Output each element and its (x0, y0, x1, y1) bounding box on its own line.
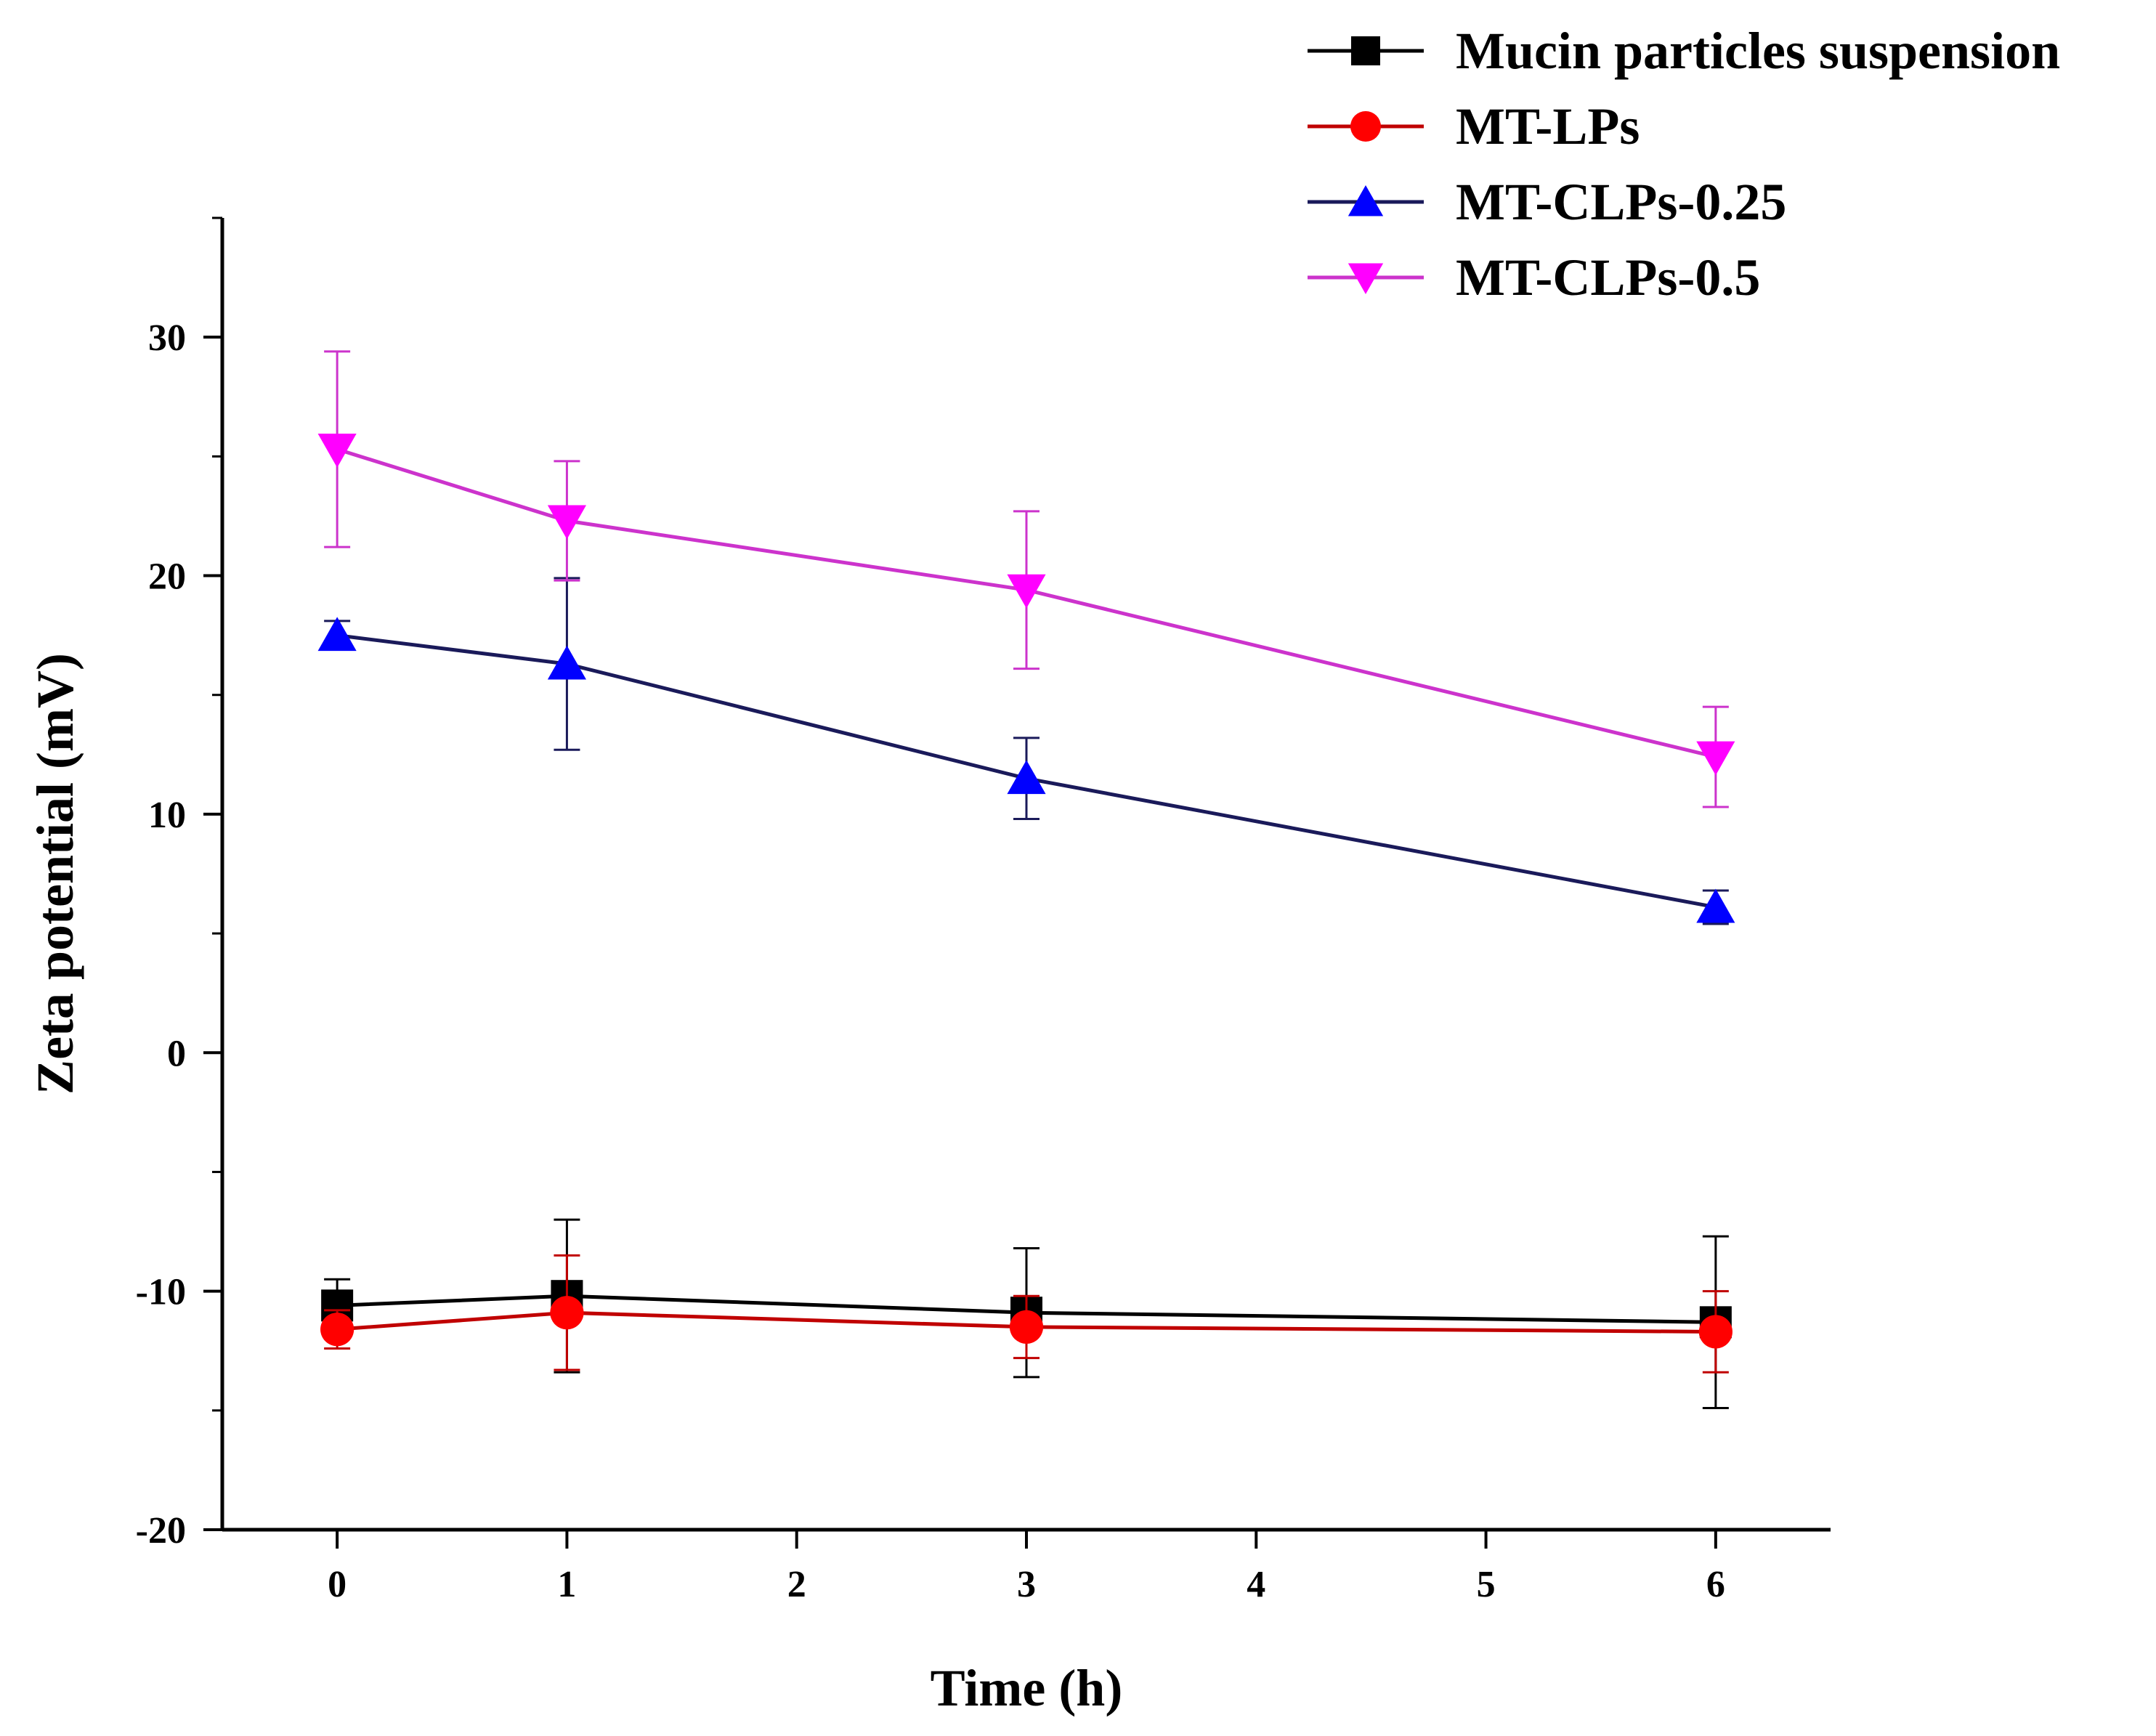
x-tick-label: 6 (1706, 1564, 1725, 1605)
x-tick-label: 1 (557, 1564, 576, 1605)
data-point (1696, 888, 1735, 923)
legend-label: MT-LPs (1456, 97, 1640, 155)
legend-entry: MT-CLPs-0.25 (1308, 173, 1786, 231)
x-axis-title: Time (h) (931, 1659, 1123, 1717)
series-layer (317, 350, 1735, 1410)
y-tick-label: 0 (167, 1033, 186, 1074)
series-line (337, 1294, 1716, 1324)
data-point (1007, 574, 1046, 609)
legend-label: MT-CLPs-0.25 (1456, 173, 1786, 231)
legend-entry: MT-LPs (1308, 97, 1640, 155)
data-point (550, 1296, 584, 1330)
y-tick-label: 10 (148, 795, 186, 836)
y-axis-title: Zeta potential (mV) (26, 653, 84, 1095)
data-point (1698, 1315, 1732, 1349)
legend-marker (1348, 263, 1384, 294)
data-point (317, 617, 357, 652)
data-point (1009, 1310, 1044, 1344)
legend-entry: Mucin particles suspension (1308, 22, 2060, 80)
legend-label: Mucin particles suspension (1456, 22, 2060, 80)
y-tick-label: -20 (136, 1510, 186, 1552)
legend: Mucin particles suspension MT-LPs MT-CLPs-… (1308, 22, 2060, 307)
x-tick-label: 0 (328, 1564, 346, 1605)
data-point (547, 645, 586, 680)
series-3 (317, 350, 1735, 808)
series-1 (320, 1254, 1732, 1374)
legend-marker (1348, 185, 1384, 216)
data-point (1696, 741, 1735, 776)
legend-marker (1350, 111, 1381, 142)
legend-marker (1351, 36, 1380, 65)
data-point (320, 1313, 354, 1347)
y-tick-label: 30 (148, 317, 186, 359)
series-2 (317, 577, 1735, 925)
y-tick-label: 20 (148, 556, 186, 598)
y-tick-label: -10 (136, 1272, 186, 1313)
x-tick-label: 5 (1477, 1564, 1496, 1605)
x-tick-label: 2 (787, 1564, 806, 1605)
x-tick-label: 3 (1017, 1564, 1036, 1605)
ticks: 0 1 2 3 4 5 6 -20 -10 0 10 20 30 (136, 216, 1725, 1605)
data-point (547, 505, 586, 540)
legend-label: MT-CLPs-0.5 (1456, 248, 1760, 307)
series-line (336, 633, 1717, 909)
data-point (1007, 760, 1046, 795)
series-line (336, 1310, 1716, 1334)
data-point (317, 434, 357, 468)
legend-entry: MT-CLPs-0.5 (1308, 248, 1760, 307)
series-line (336, 447, 1717, 759)
x-tick-label: 4 (1247, 1564, 1265, 1605)
